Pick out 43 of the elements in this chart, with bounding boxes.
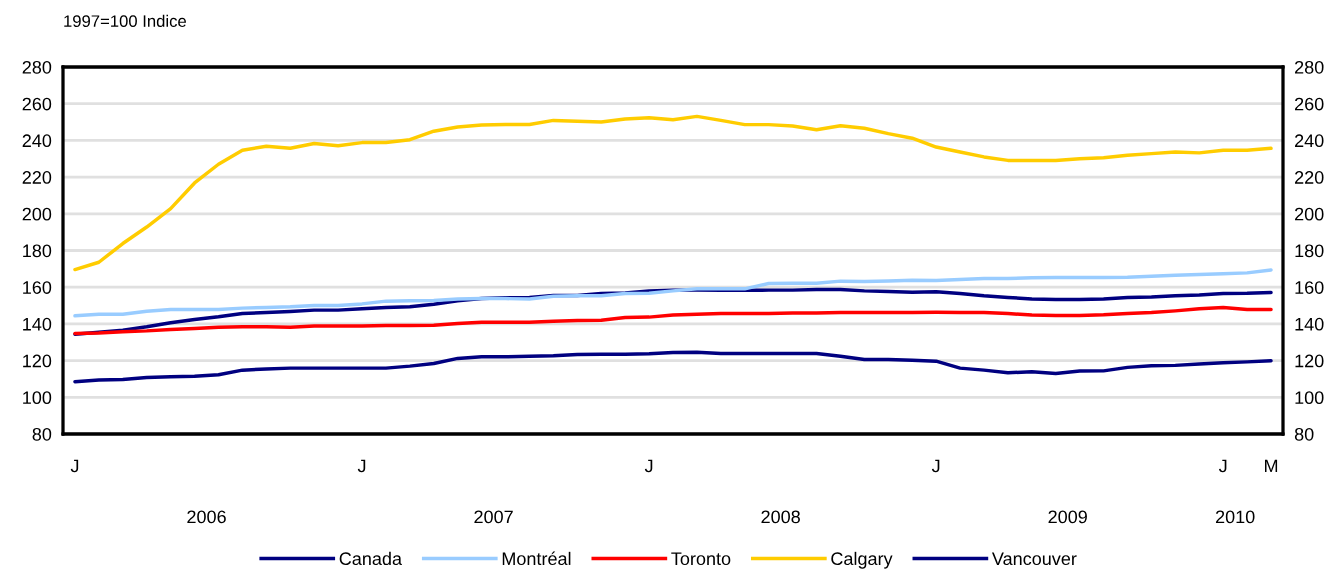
line-series [73,305,1273,336]
legend-label: Vancouver [991,552,1077,566]
y2-tick-label: 200 [1295,207,1324,221]
y-tick-label: 280 [22,60,52,74]
x-tick-label: M [1265,459,1278,473]
y2-tick-label: 80 [1294,427,1314,441]
y-tick-label: 100 [23,391,52,405]
y-tick-label: 120 [23,354,52,368]
y2-tick-label: 100 [1295,391,1324,405]
y-tick-label: 260 [22,97,52,111]
y2-tick-label: 180 [1295,244,1324,258]
x-tick-label: J [357,459,366,473]
y2-tick-label: 280 [1295,60,1324,74]
text: 2008 [761,510,800,524]
line-series [73,114,1273,272]
x-tick-label: J [644,459,653,473]
text: 2006 [187,510,226,524]
text: 2009 [1048,510,1087,524]
line-series [73,268,1273,318]
y-tick-label: 180 [23,244,52,258]
y-tick-label: 160 [23,281,52,294]
legend-label: Toronto [671,552,731,566]
line-series [73,350,1273,384]
y2-tick-label: 260 [1295,97,1324,111]
y-tick-label: 80 [32,427,52,441]
y2-tick-label: 160 [1295,281,1324,294]
text: 2007 [474,510,513,524]
x-tick-label: J [931,459,940,473]
y2-tick-label: 120 [1295,354,1324,368]
y-axis-title: 1997=100 Indice [64,14,186,28]
x-tick-label: J [1218,459,1227,473]
legend-label: Canada [339,551,403,566]
text: 2010 [1215,510,1255,524]
legend-label: Montréal [502,551,571,566]
y-tick-label: 200 [22,207,52,221]
y-tick-label: 140 [23,317,52,331]
y2-tick-label: 220 [1295,171,1324,184]
x-tick-label: J [70,459,79,473]
y2-tick-label: 240 [1295,134,1324,148]
legend-label: Calgary [831,551,893,569]
y-tick-label: 220 [22,171,52,184]
y2-tick-label: 140 [1295,317,1324,331]
y-tick-label: 240 [22,134,52,148]
